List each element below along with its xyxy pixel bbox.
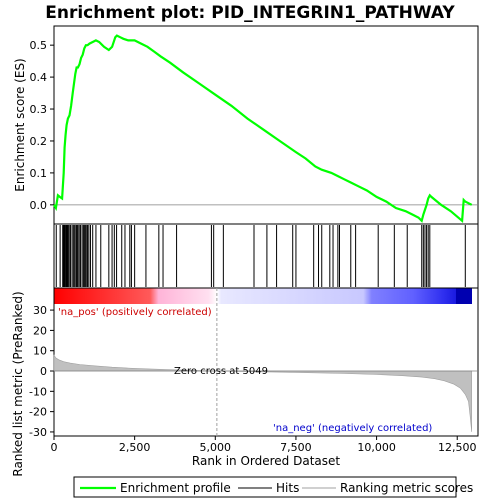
x-tick-label: 10,000 bbox=[357, 441, 396, 454]
es-y-tick-label: 0.1 bbox=[30, 167, 48, 180]
x-axis-ticks: 0 2,500 5,000 7,500 10,000 12,500 bbox=[51, 436, 477, 454]
legend-box bbox=[73, 476, 457, 498]
es-y-tick-label: 0.0 bbox=[30, 199, 48, 212]
es-y-tick-label: 0.4 bbox=[30, 71, 48, 84]
ranking-metric-area bbox=[53, 354, 472, 432]
metric-y-tick-label: -30 bbox=[29, 426, 47, 439]
metric-y-tick-label: -10 bbox=[29, 385, 47, 398]
rank-colorbar bbox=[54, 288, 472, 304]
metric-y-tick-label: 10 bbox=[33, 345, 47, 358]
es-y-tick-label: 0.3 bbox=[30, 103, 48, 116]
es-y-axis-label: Enrichment score (ES) bbox=[13, 58, 27, 191]
legend: Enrichment profile Hits Ranking metric s… bbox=[73, 476, 473, 498]
zero-cross-label: Zero cross at 5049 bbox=[174, 366, 268, 377]
legend-enrichment-label: Enrichment profile bbox=[120, 481, 231, 495]
x-axis-label: Rank in Ordered Dataset bbox=[192, 454, 340, 468]
metric-panel: -30 -20 -10 0 10 20 30 'na_pos' (positively co… bbox=[11, 287, 479, 477]
legend-hits-label: Hits bbox=[276, 481, 299, 495]
x-tick-label: 12,500 bbox=[438, 441, 477, 454]
metric-y-ticks: -30 -20 -10 0 10 20 30 bbox=[29, 304, 54, 439]
x-tick-label: 0 bbox=[51, 441, 58, 454]
x-tick-label: 7,500 bbox=[280, 441, 312, 454]
metric-y-tick-label: 0 bbox=[40, 365, 47, 378]
es-y-ticks: 0.0 0.1 0.2 0.3 0.4 0.5 bbox=[30, 39, 54, 212]
metric-y-tick-label: 20 bbox=[33, 324, 47, 337]
metric-y-tick-label: 30 bbox=[33, 304, 47, 317]
rank-colorbar-fill bbox=[54, 288, 472, 304]
legend-metric-label: Ranking metric scores bbox=[340, 481, 473, 495]
es-panel: 0.0 0.1 0.2 0.3 0.4 0.5 Enrichment score (ES) bbox=[13, 25, 479, 225]
hit-markers bbox=[55, 225, 466, 287]
es-y-tick-label: 0.2 bbox=[30, 135, 48, 148]
na-neg-label: 'na_neg' (negatively correlated) bbox=[273, 423, 432, 434]
hits-panel-frame bbox=[53, 223, 479, 289]
na-pos-label: 'na_pos' (positively correlated) bbox=[58, 307, 212, 318]
hits-panel bbox=[53, 223, 479, 289]
chart-title: Enrichment plot: PID_INTEGRIN1_PATHWAY bbox=[45, 3, 455, 23]
x-tick-label: 5,000 bbox=[200, 441, 232, 454]
rank-colorbar-tail bbox=[456, 288, 472, 304]
x-tick-label: 2,500 bbox=[119, 441, 151, 454]
metric-y-axis-label: Ranked list metric (PreRanked) bbox=[11, 291, 25, 476]
enrichment-profile-line bbox=[53, 34, 473, 224]
es-panel-frame bbox=[53, 25, 479, 225]
metric-y-tick-label: -20 bbox=[29, 406, 47, 419]
es-y-tick-label: 0.5 bbox=[30, 39, 48, 52]
